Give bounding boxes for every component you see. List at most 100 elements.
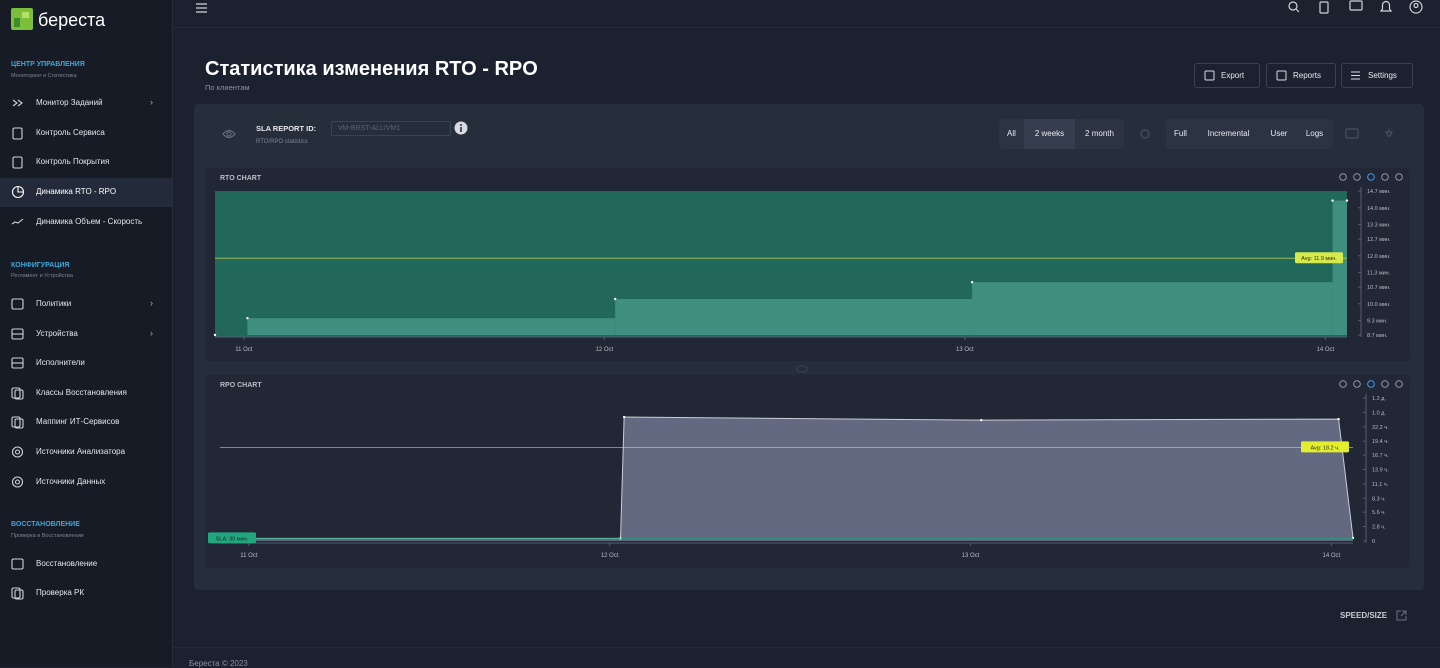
- chart-tool[interactable]: [1381, 380, 1389, 388]
- reference-label-bg: [208, 532, 256, 544]
- y-tick-label: 8.3 ч.: [1372, 496, 1386, 502]
- section-subtitle: Мониторинг и Статистика: [11, 73, 77, 79]
- y-tick-label: 19.4 ч.: [1372, 439, 1389, 445]
- x-tick-label: 11 Oct: [235, 347, 253, 353]
- step-area: [615, 299, 973, 335]
- y-tick-label: 9.3 мин.: [1367, 319, 1388, 325]
- logo-icon: [11, 8, 33, 30]
- nav-item[interactable]: Контроль Покрытия: [36, 157, 110, 166]
- nav-item[interactable]: Проверка РК: [36, 588, 85, 597]
- x-tick-label: 14 Oct: [1323, 553, 1341, 559]
- chart-tool[interactable]: [1395, 173, 1403, 181]
- chart-tool[interactable]: [1367, 380, 1375, 388]
- chart-tool[interactable]: [1395, 380, 1403, 388]
- chart-tool[interactable]: [1339, 380, 1347, 388]
- nav-item[interactable]: Устройства: [36, 329, 78, 338]
- chart-title: RPO CHART: [220, 382, 262, 389]
- menu-button[interactable]: [195, 3, 209, 13]
- nav-item[interactable]: Политики: [36, 299, 72, 308]
- step-area: [972, 282, 1333, 335]
- sidebar: береста ЦЕНТР УПРАВЛЕНИЯ Мониторинг и Ст…: [0, 0, 173, 667]
- type-group: [1166, 119, 1333, 149]
- x-tick-label: 12 Oct: [601, 553, 619, 559]
- chart-tool[interactable]: [1353, 380, 1361, 388]
- x-tick-label: 12 Oct: [596, 347, 614, 353]
- period-button[interactable]: All: [1007, 129, 1016, 138]
- top-icons[interactable]: [1283, 0, 1433, 16]
- step-area: [247, 318, 616, 335]
- footer: Береста © 2023: [189, 659, 248, 668]
- y-tick-label: 12.0 мин.: [1367, 254, 1391, 260]
- resize-handle[interactable]: [796, 365, 808, 373]
- caption: RTO/RPO statistics: [256, 139, 308, 145]
- y-tick-label: 16.7 ч.: [1372, 453, 1389, 459]
- page-subtitle: По клиентам: [205, 83, 250, 92]
- point: [980, 418, 983, 422]
- type-button[interactable]: Full: [1174, 129, 1187, 138]
- point: [213, 333, 217, 337]
- sla-input[interactable]: VM-BRST-ALL/VM1: [331, 121, 451, 136]
- period-button[interactable]: 2 month: [1085, 129, 1114, 138]
- x-tick-label: 13 Oct: [962, 553, 980, 559]
- y-tick-label: 14.7 мин.: [1367, 189, 1391, 195]
- section-title: ВОССТАНОВЛЕНИЕ: [11, 521, 80, 528]
- nav-item[interactable]: Динамика Объем - Скорость: [36, 217, 143, 226]
- nav-item[interactable]: Контроль Сервиса: [36, 128, 105, 137]
- section-subtitle: Проверка и Восстановление: [11, 533, 84, 539]
- gear-icon[interactable]: [1139, 128, 1151, 140]
- y-tick-label: 13.3 мин.: [1367, 223, 1391, 229]
- y-tick-label: 1.2 д.: [1372, 396, 1386, 402]
- period-button[interactable]: 2 weeks: [1024, 119, 1075, 149]
- active-highlight: [0, 178, 172, 207]
- nav-item[interactable]: Источники Анализатора: [36, 447, 126, 456]
- y-tick-label: 11.1 ч.: [1372, 482, 1389, 488]
- y-tick-label: 2.8 ч.: [1372, 525, 1386, 531]
- info-icon[interactable]: [454, 121, 468, 135]
- settings-button[interactable]: Settings: [1341, 63, 1413, 88]
- nav-item[interactable]: Классы Восстановления: [36, 388, 127, 397]
- chart-tool[interactable]: [1339, 173, 1347, 181]
- y-tick-label: 0: [1372, 539, 1375, 545]
- chart-tool[interactable]: [1381, 173, 1389, 181]
- speed-size-link[interactable]: SPEED/SIZE: [1340, 611, 1388, 620]
- x-tick-label: 13 Oct: [956, 347, 974, 353]
- point: [1345, 199, 1349, 202]
- step-area: [1332, 200, 1347, 335]
- x-tick-label: 14 Oct: [1317, 347, 1335, 353]
- y-tick-label: 13.9 ч.: [1372, 468, 1389, 474]
- x-tick-label: 11 Oct: [240, 553, 258, 559]
- point: [622, 415, 626, 419]
- type-button[interactable]: Incremental: [1207, 129, 1250, 138]
- y-tick-label: 10.0 мин.: [1367, 302, 1391, 308]
- section-subtitle: Регламент и Устройства: [11, 273, 73, 279]
- chevron: ›: [150, 328, 153, 338]
- y-tick-label: 1.0 д.: [1372, 410, 1386, 416]
- chart-tool[interactable]: [1367, 173, 1375, 181]
- nav-item[interactable]: Маппинг ИТ-Сервисов: [36, 417, 120, 426]
- top-bar: [173, 0, 1440, 28]
- point: [1337, 417, 1340, 421]
- y-tick-label: 22.2 ч.: [1372, 425, 1389, 431]
- nav-item[interactable]: Динамика RTO - RPO: [36, 187, 117, 196]
- nav-item[interactable]: Источники Данных: [36, 477, 106, 486]
- nav-item[interactable]: Исполнители: [36, 358, 85, 367]
- chart-title: RTO CHART: [220, 175, 262, 182]
- y-tick-label: 14.0 мин.: [1367, 206, 1391, 212]
- reports-button[interactable]: Reports: [1266, 63, 1336, 88]
- visibility-toggle[interactable]: [222, 129, 236, 139]
- y-tick-label: 8.7 мин.: [1367, 333, 1388, 339]
- reference-label-bg: [1295, 252, 1343, 264]
- reference-label-bg: [1301, 441, 1349, 453]
- nav-icons: [11, 99, 25, 600]
- link-icon: [1396, 610, 1407, 621]
- y-tick-label: 12.7 мин.: [1367, 237, 1391, 243]
- point: [613, 297, 617, 301]
- logo-text: береста: [38, 10, 106, 30]
- nav-item[interactable]: Монитор Заданий: [36, 98, 103, 107]
- chart-tool[interactable]: [1353, 173, 1361, 181]
- type-button[interactable]: Logs: [1305, 129, 1324, 138]
- nav-item[interactable]: Восстановление: [36, 559, 98, 568]
- panel-icons[interactable]: [1344, 127, 1404, 141]
- type-button[interactable]: User: [1270, 129, 1288, 138]
